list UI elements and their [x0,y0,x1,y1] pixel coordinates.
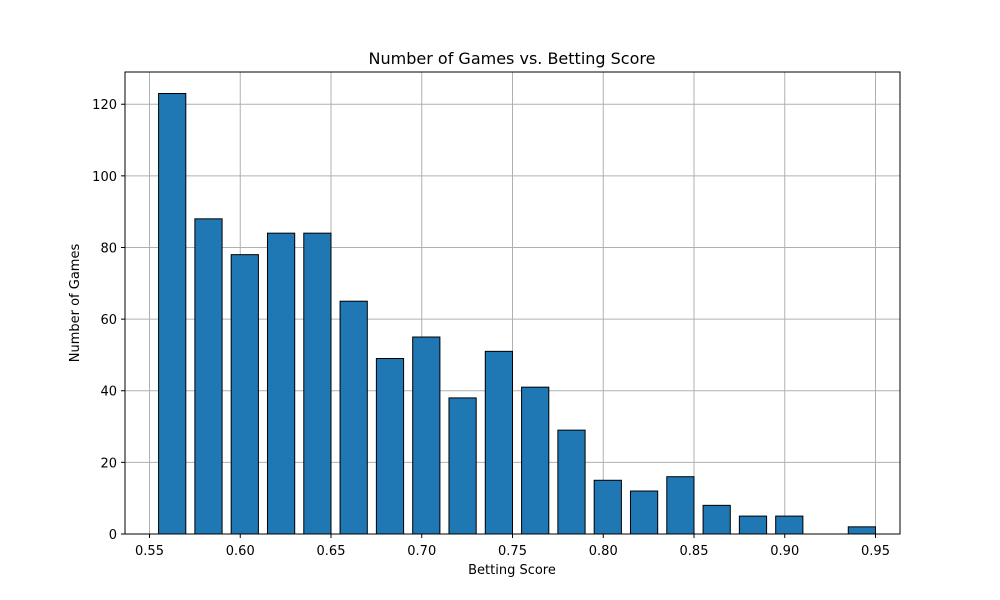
y-tick-label: 80 [100,241,117,256]
bars [158,92,876,535]
bar [412,336,441,535]
bar [375,358,405,535]
x-tick-label: 0.75 [498,544,527,559]
bar [230,254,259,535]
bar [303,232,332,535]
x-axis-ticks: 0.55 0.60 0.65 0.70 0.75 0.80 0.85 0.90 0.95 [135,534,890,559]
bar [738,515,768,535]
x-tick-label: 0.60 [226,544,255,559]
x-tick-label: 0.95 [861,544,890,559]
x-tick-label: 0.70 [407,544,436,559]
bar [158,92,187,535]
x-tick-label: 0.55 [135,544,164,559]
bar [194,218,223,535]
bar [847,526,876,535]
x-tick-label: 0.80 [589,544,618,559]
y-tick-label: 0 [109,528,117,543]
bar [557,429,586,535]
x-tick-label: 0.90 [770,544,799,559]
bar [521,386,550,535]
y-axis-label: Number of Games [68,244,83,363]
x-tick-label: 0.85 [680,544,709,559]
x-tick-label: 0.65 [317,544,346,559]
bar [666,476,695,535]
bar [593,479,622,535]
bar [775,515,804,535]
bar [484,350,514,535]
y-tick-label: 100 [92,170,117,185]
y-axis-ticks: 0 20 40 60 80 100 120 [92,98,125,543]
bar [266,232,296,535]
x-axis-label: Betting Score [468,563,556,578]
bar [448,397,477,535]
bar [339,300,368,535]
chart-title: Number of Games vs. Betting Score [369,49,656,68]
y-tick-label: 120 [92,98,117,113]
y-tick-label: 60 [100,313,117,328]
bar [702,504,731,535]
y-tick-label: 40 [100,385,117,400]
bar [629,490,659,535]
y-tick-label: 20 [100,456,117,471]
